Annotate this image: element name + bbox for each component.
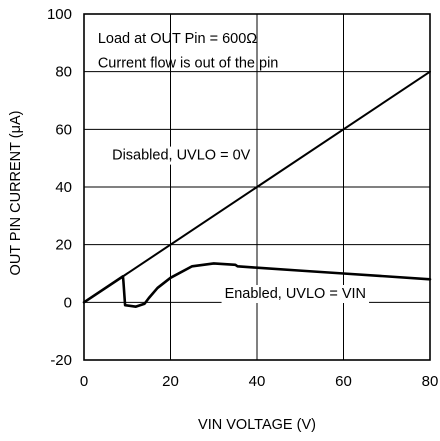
annotation-text-flow: Current flow is out of the pin	[98, 55, 279, 71]
annotation-disabled: Disabled, UVLO = 0V	[109, 146, 254, 165]
y-tick-label: 80	[55, 64, 72, 81]
x-tick-labels: 0 20 40 60 80	[80, 373, 439, 390]
series-group	[82, 70, 432, 308]
x-axis-title: VIN VOLTAGE (V)	[198, 417, 316, 433]
y-tick-label: 100	[47, 6, 72, 23]
x-tick-label: 20	[162, 373, 179, 390]
annotation-enabled: Enabled, UVLO = VIN	[221, 285, 370, 304]
y-tick-label: -20	[50, 352, 72, 369]
annotation-text-load: Load at OUT Pin = 600Ω	[98, 31, 257, 47]
x-tick-label: 60	[335, 373, 352, 390]
y-tick-label: 40	[55, 179, 72, 196]
y-tick-label: 20	[55, 237, 72, 254]
x-tick-label: 80	[422, 373, 439, 390]
annotation-bg-disabled	[109, 146, 254, 165]
series-line-disabled	[83, 70, 431, 304]
annotation-bg-enabled	[221, 285, 370, 304]
y-axis-title: OUT PIN CURRENT (μA)	[8, 111, 24, 276]
y-tick-labels: -20 0 20 40 60 80 100	[47, 6, 72, 369]
annotation-text-disabled: Disabled, UVLO = 0V	[112, 148, 251, 164]
annotations: Load at OUT Pin = 600Ω Current flow is ou…	[98, 31, 370, 304]
series-line-enabled	[82, 262, 432, 308]
y-tick-label: 0	[64, 294, 72, 311]
plot-frame	[83, 13, 431, 361]
annotation-flow: Current flow is out of the pin	[98, 55, 279, 71]
annotation-load: Load at OUT Pin = 600Ω	[98, 31, 257, 47]
x-tick-label: 0	[80, 373, 88, 390]
x-tick-label: 40	[249, 373, 266, 390]
annotation-text-enabled: Enabled, UVLO = VIN	[225, 286, 366, 302]
y-tick-label: 60	[55, 121, 72, 138]
